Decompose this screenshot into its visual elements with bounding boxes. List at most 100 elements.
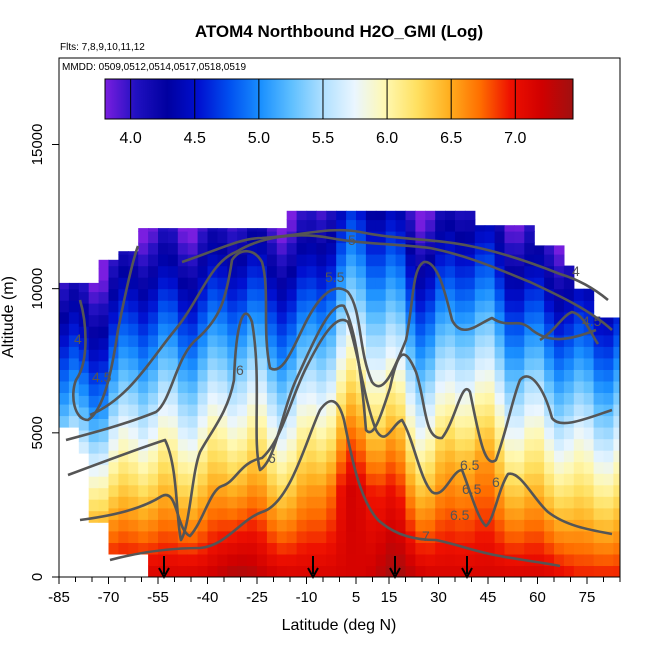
heatmap-cell (435, 323, 446, 336)
heatmap-cell (514, 300, 525, 313)
heatmap-cell (197, 404, 209, 417)
heatmap-cell (356, 277, 367, 290)
heatmap-cell (326, 311, 337, 324)
heatmap-cell (563, 530, 575, 543)
heatmap-cell (603, 450, 614, 463)
heatmap-cell (68, 357, 80, 370)
heatmap-cell (365, 415, 377, 428)
heatmap-cell (346, 311, 357, 324)
heatmap-cell (217, 404, 228, 417)
heatmap-cell (138, 496, 149, 509)
heatmap-cell (158, 228, 169, 232)
heatmap-cell (356, 300, 367, 313)
heatmap-cell (148, 519, 159, 532)
heatmap-cell (356, 210, 367, 221)
heatmap-cell (464, 357, 476, 370)
heatmap-cell (108, 277, 119, 290)
heatmap-cell (464, 404, 476, 417)
heatmap-cell (257, 565, 268, 577)
heatmap-cell (554, 300, 565, 313)
heatmap-cell (494, 231, 506, 244)
heatmap-cell (415, 519, 426, 532)
heatmap-cell (118, 357, 129, 370)
heatmap-cell (207, 450, 218, 463)
heatmap-cell (266, 542, 278, 555)
heatmap-cell (346, 415, 357, 428)
heatmap-cell (524, 415, 535, 428)
heatmap-cell (207, 392, 218, 405)
heatmap-cell (405, 219, 416, 232)
heatmap-cell (227, 542, 238, 555)
heatmap-cell (356, 542, 367, 555)
heatmap-cell (108, 496, 119, 509)
heatmap-cell (593, 334, 605, 347)
heatmap-cell (554, 311, 565, 324)
heatmap-cell (455, 404, 466, 417)
heatmap-cell (425, 323, 436, 336)
heatmap-cell (514, 565, 525, 577)
heatmap-cell (128, 507, 139, 520)
heatmap-cell (365, 392, 377, 405)
heatmap-cell (316, 519, 327, 532)
heatmap-cell (187, 507, 199, 520)
heatmap-cell (187, 231, 199, 244)
heatmap-cell (544, 392, 555, 405)
heatmap-cell (425, 473, 436, 486)
heatmap-cell (306, 415, 317, 428)
heatmap-cell (128, 265, 139, 278)
heatmap-cell (158, 519, 169, 532)
heatmap-cell (494, 427, 506, 440)
heatmap-cell (534, 484, 545, 497)
heatmap-cell (415, 334, 426, 347)
heatmap-cell (425, 300, 436, 313)
heatmap-cell (158, 507, 169, 520)
heatmap-cell (247, 242, 258, 255)
heatmap-cell (524, 530, 535, 543)
heatmap-cell (286, 334, 298, 347)
heatmap-cell (266, 565, 278, 577)
heatmap-cell (296, 415, 308, 428)
heatmap-cell (573, 288, 585, 301)
heatmap-cell (395, 553, 407, 566)
heatmap-cell (583, 346, 595, 359)
heatmap-cell (78, 337, 90, 350)
heatmap-cell (108, 473, 119, 486)
heatmap-cell (395, 427, 407, 440)
heatmap-cell (306, 277, 317, 290)
heatmap-cell (514, 369, 525, 382)
heatmap-cell (316, 438, 327, 451)
heatmap-cell (583, 369, 595, 382)
heatmap-cell (346, 265, 357, 278)
heatmap-cell (573, 450, 585, 463)
heatmap-cell (296, 254, 308, 267)
heatmap-cell (445, 369, 456, 382)
heatmap-cell (385, 519, 397, 532)
heatmap-cell (375, 450, 387, 463)
heatmap-cell (603, 496, 614, 509)
heatmap-cell (425, 553, 436, 566)
heatmap-cell (484, 380, 496, 393)
heatmap-cell (425, 530, 436, 543)
heatmap-cell (296, 210, 308, 221)
heatmap-cell (494, 380, 506, 393)
heatmap-cell (544, 380, 555, 393)
heatmap-cell (237, 450, 248, 463)
heatmap-cell (138, 254, 149, 267)
heatmap-cell (375, 392, 387, 405)
heatmap-cell (227, 288, 238, 301)
heatmap-cell (296, 553, 308, 566)
heatmap-cell (346, 369, 357, 382)
heatmap-cell (197, 484, 209, 497)
heatmap-cell (346, 357, 357, 370)
heatmap-cell (286, 415, 298, 428)
heatmap-cell (128, 450, 139, 463)
heatmap-cell (276, 404, 288, 417)
heatmap-cell (158, 450, 169, 463)
heatmap-cell (237, 288, 248, 301)
heatmap-cell (286, 254, 298, 267)
heatmap-cell (573, 404, 585, 417)
heatmap-cell (316, 404, 327, 417)
heatmap-cell (563, 496, 575, 509)
heatmap-cell (365, 323, 377, 336)
heatmap-cell (573, 507, 585, 520)
